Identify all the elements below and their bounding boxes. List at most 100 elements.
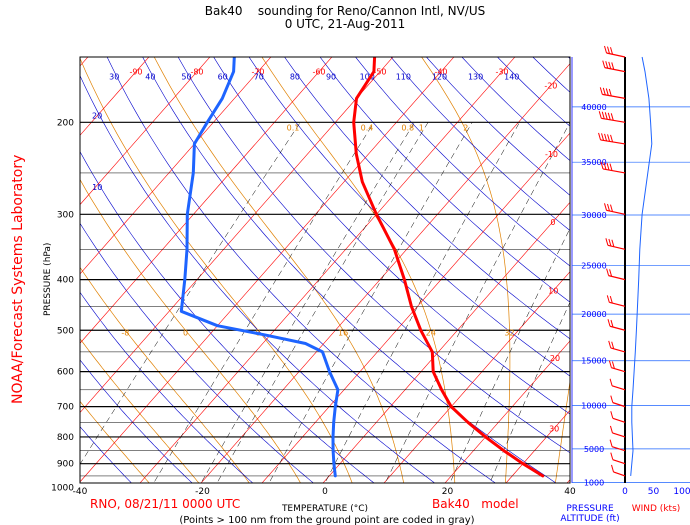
isotherm-label: -10 [545, 150, 558, 159]
mixing-ratio-line [324, 122, 520, 483]
pressure-tick-label: 700 [57, 403, 74, 413]
dry-adiabat-line [80, 359, 193, 483]
altitude-axis-label-line1: PRESSURE [566, 504, 614, 514]
mixing-ratio-lines [80, 122, 570, 483]
wind-barb-flag [610, 319, 614, 328]
wind-barb-flag [611, 361, 615, 369]
isotherm-label: 20 [550, 354, 560, 363]
wind-barb [609, 325, 626, 331]
wind-barb-flag [610, 411, 614, 419]
mixing-ratio-line [384, 122, 570, 483]
wind-barb-flag [610, 134, 614, 143]
wind-barb-flag [610, 395, 614, 403]
isobars [80, 57, 570, 477]
dry-adiabat-label: 100 [360, 73, 375, 82]
wind-barb-flag [607, 134, 611, 142]
wind-barb-flag [609, 269, 613, 277]
mixing-ratio-line [268, 122, 473, 483]
wind-barb-flag [605, 238, 609, 246]
wind-barb-flag [600, 161, 604, 170]
dry-adiabat-line [355, 57, 570, 267]
dry-adiabat-label: 10 [92, 183, 102, 192]
wind-barb [612, 432, 626, 438]
wind-barb-flag [605, 88, 609, 96]
altitude-tick-label: 35000 [581, 158, 606, 167]
dry-adiabat-line [319, 57, 570, 303]
wind-barb-flag [602, 87, 606, 96]
dry-adiabat-line [80, 291, 254, 483]
isotherm-label: -20 [544, 81, 557, 90]
isotherm-label: 30 [549, 424, 559, 433]
moist-adiabat-line [261, 57, 456, 483]
isotherms [80, 57, 570, 483]
temperature-tick-label: 20 [442, 487, 454, 497]
pressure-tick-label: 300 [57, 210, 74, 220]
station-info: RNO, 08/21/11 0000 UTC [90, 497, 240, 511]
plot-frame [79, 56, 571, 484]
altitude-tick-label: 20000 [581, 310, 606, 319]
organization-label: NOAA/Forecast Systems Laboratory [10, 155, 26, 404]
wind-barb-flag [604, 45, 607, 54]
altitude-tick-label: 10000 [581, 402, 606, 411]
mixing-ratio-label: 2 [463, 123, 468, 132]
wind-barb [602, 93, 626, 99]
isotherm-label: -60 [312, 68, 325, 77]
isotherm-line [80, 57, 211, 206]
isotherm-line [383, 271, 570, 483]
wind-barb-flag [609, 163, 613, 171]
wind-barb-flag [608, 61, 612, 69]
chart-title-line1: Bak40 sounding for Reno/Cannon Intl, NV/… [205, 4, 486, 18]
dry-adiabat-line [284, 57, 570, 340]
wind-barb-flag [611, 62, 615, 70]
wind-tick-label: 50 [648, 487, 660, 497]
mixing-ratio-label: 0.1 [287, 123, 300, 132]
dry-adiabat-line [80, 150, 375, 483]
isotherm-line [80, 57, 455, 483]
wind-barb [613, 471, 626, 477]
wind-barb-flag [611, 239, 615, 247]
wind-tick-label: 100 [673, 487, 690, 497]
temperature-tick-label: -20 [195, 487, 210, 497]
pressure-tick-label: 500 [57, 326, 74, 336]
gray-points-note: (Points > 100 nm from the ground point a… [179, 515, 474, 525]
dry-adiabat-label: 60 [218, 73, 228, 82]
mixing-ratio-label: 0.8 [401, 123, 414, 132]
wind-barb-flag [610, 204, 613, 212]
plot-area: -90 -80 -70 -60 -50 -40 -30-20-100102030140130… [80, 57, 570, 483]
wind-barb-flag [604, 203, 607, 211]
wind-barb-flag [606, 295, 610, 303]
wind-barb [610, 347, 626, 353]
mixing-ratio-label: 0.4 [361, 123, 374, 132]
moist-adiabat-line [80, 57, 353, 483]
wind-barb-flag [611, 341, 615, 349]
dry-adiabat-label: 140 [504, 73, 519, 82]
isotherm-label: -70 [251, 68, 264, 77]
wind-barb-flag [610, 113, 614, 121]
wind-barb-flag [609, 295, 613, 304]
temperature-tick-label: 0 [322, 487, 328, 497]
wind-barb-flag [607, 319, 611, 327]
isotherm-line [80, 57, 394, 414]
altitude-tick-label: 5000 [584, 445, 604, 454]
wind-barb-flag [610, 452, 614, 460]
wind-axis-label: WIND (kts) [632, 504, 681, 514]
altitude-tick-label: 30000 [581, 211, 606, 220]
wind-barb-flag [603, 162, 607, 170]
altitude-axis: 1000 5000 10000 15000 20000 25000 30000 35000 40… [571, 57, 690, 487]
wind-barb-flag [609, 425, 613, 434]
temperature-tick-labels: -40 -20 0 20 40 [73, 487, 576, 497]
dry-adiabat-label: 110 [396, 73, 411, 82]
isotherm-line [200, 63, 570, 483]
altitude-axis-label-line2: ALTITUDE (ft) [560, 514, 619, 524]
wind-barb-flag [606, 162, 610, 171]
background-line-labels: -90 -80 -70 -60 -50 -40 -30-20-100102030140130… [80, 68, 560, 434]
wind-barb [611, 367, 626, 373]
wind-barb-flag [598, 111, 602, 119]
dry-adiabat-label: 130 [468, 73, 483, 82]
isotherm-line [139, 57, 516, 483]
wind-barb [600, 139, 626, 145]
dry-adiabat-line [390, 57, 570, 231]
isotherm-label: -80 [190, 68, 203, 77]
wind-barb-flag [608, 340, 612, 349]
